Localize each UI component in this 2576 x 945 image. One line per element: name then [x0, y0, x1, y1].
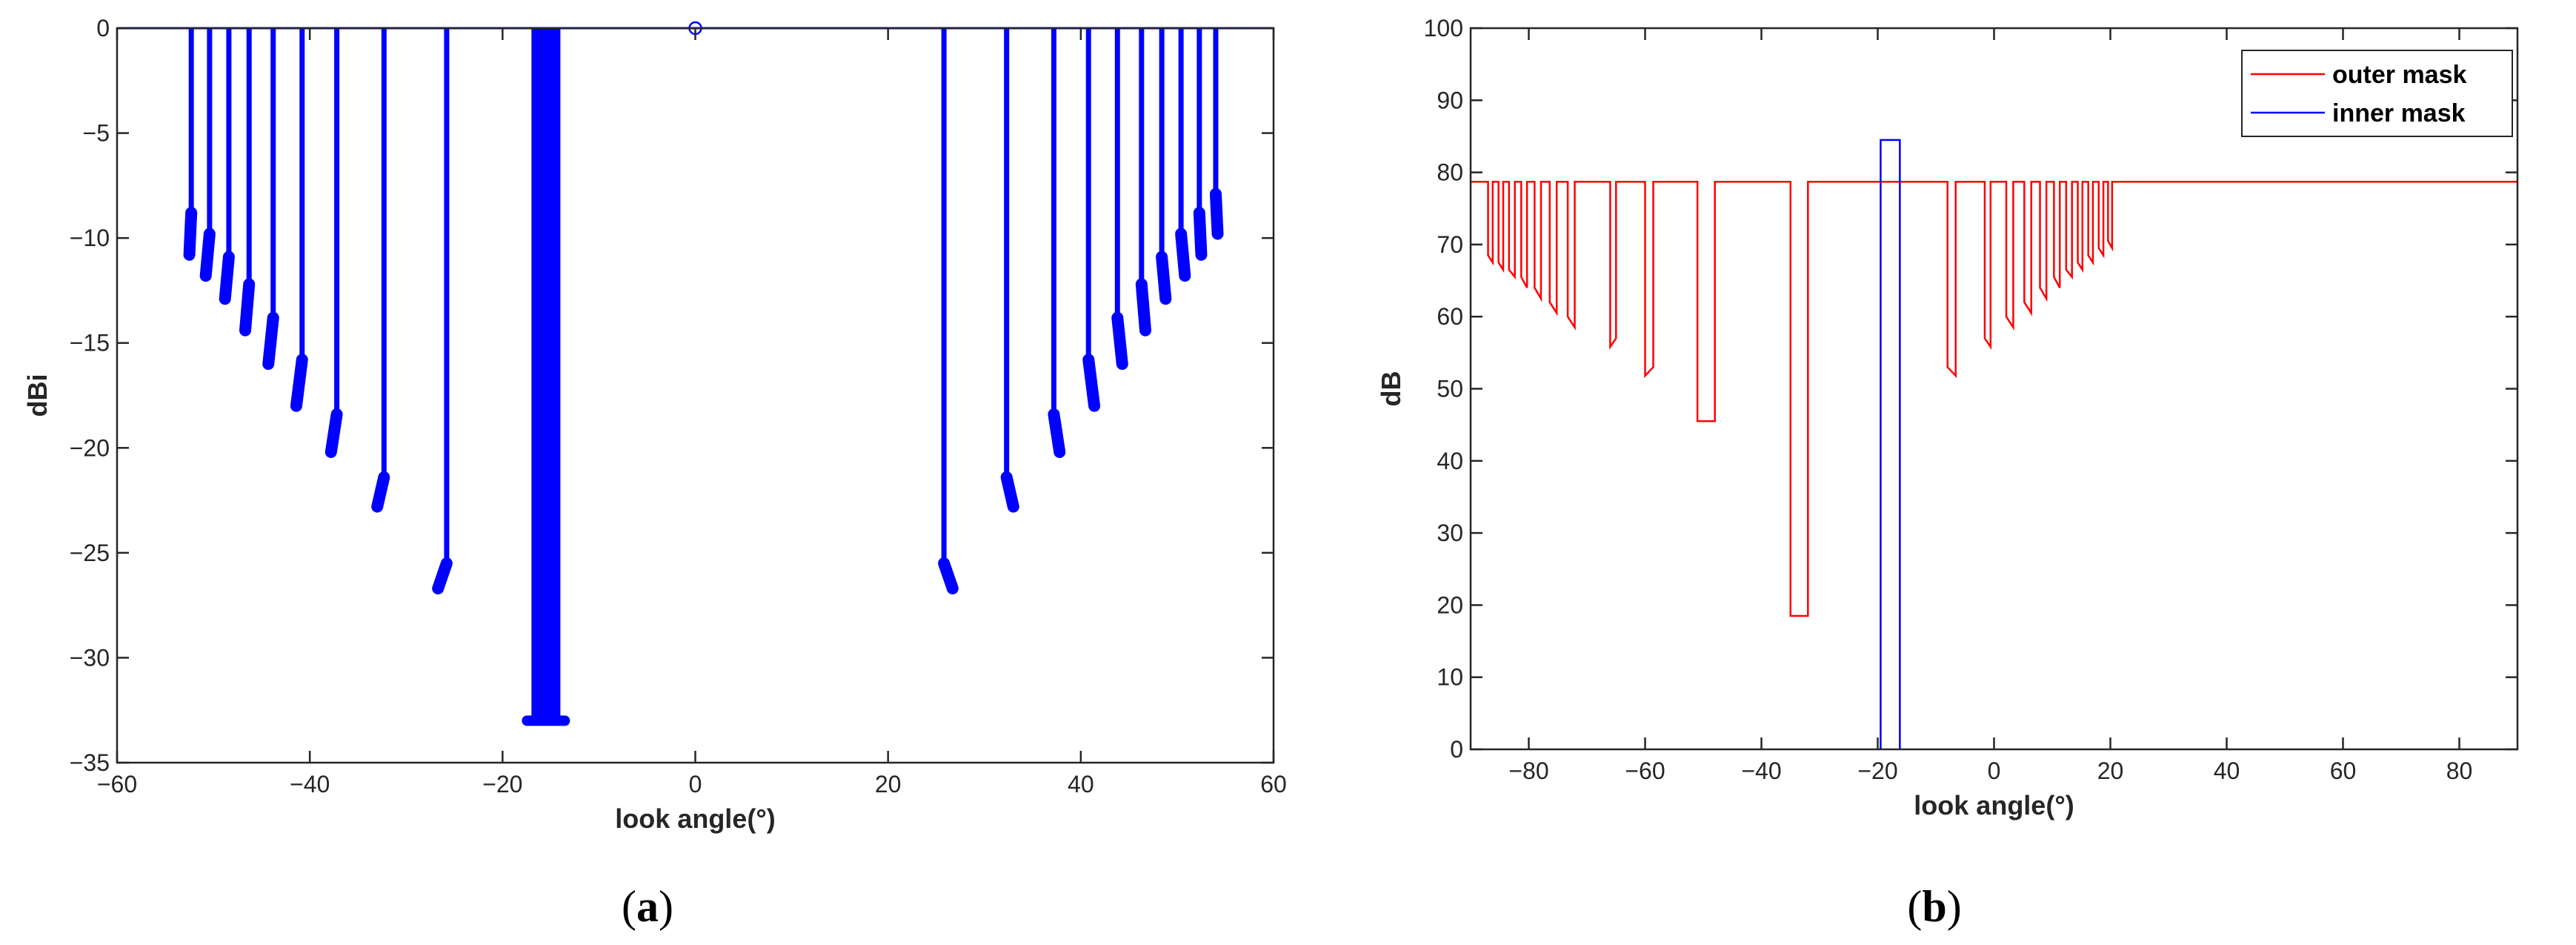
sidelobe-tail	[1209, 188, 1224, 240]
y-tick-label: 0	[1450, 736, 1463, 763]
y-axis-label: dB	[1376, 371, 1406, 407]
y-tick-label: −25	[70, 540, 110, 566]
x-tick-label: −20	[482, 771, 522, 798]
sidelobe-tail	[239, 278, 256, 336]
x-tick-label: 20	[2097, 757, 2124, 784]
sidelobe-tail	[1000, 471, 1019, 513]
y-tick-label: −30	[70, 644, 110, 671]
chart-b: −80 −60 −40 −20 0 20 40 60 80 0 10 20 30 40 50 60 70 80 90…	[1376, 15, 2519, 820]
caption-a: (a)	[622, 882, 673, 931]
y-tick-label: 50	[1437, 376, 1463, 402]
y-tick-label: 40	[1437, 448, 1463, 474]
y-tick-label: −5	[83, 120, 110, 147]
x-tick-label: 40	[1068, 771, 1094, 798]
sidelobe-tail	[199, 228, 216, 282]
x-tick-label: −40	[290, 771, 330, 798]
y-tick-label: 70	[1437, 231, 1463, 258]
x-tick-label: 80	[2446, 757, 2473, 784]
x-tick-label: −60	[1625, 757, 1665, 784]
x-tick-label: 0	[1988, 757, 2001, 784]
legend: outer mask inner mask	[2241, 50, 2513, 137]
sidelobe-tail	[219, 251, 235, 305]
x-tick-label: −20	[1857, 757, 1897, 784]
x-tick-label: 60	[2330, 757, 2357, 784]
y-tick-label: 60	[1437, 303, 1463, 330]
y-tick-label: 30	[1437, 520, 1463, 546]
outer-mask-line	[1471, 180, 2517, 617]
sidelobe-tail	[262, 311, 279, 371]
sidelobe-tail	[290, 354, 308, 412]
sidelobe-tail	[1048, 408, 1066, 458]
x-tick-label: 20	[875, 771, 902, 798]
sidelobe-tail	[432, 557, 453, 594]
caption-b: (b)	[1907, 882, 1961, 931]
x-tick-label: 0	[689, 771, 702, 798]
caption-a-letter: a	[636, 882, 659, 931]
sidelobe-tail	[938, 557, 959, 594]
legend-label-0: outer mask	[2332, 61, 2466, 89]
y-tick-label: 10	[1437, 664, 1463, 691]
caption-b-letter: b	[1922, 882, 1946, 931]
x-tick-label: −40	[1741, 757, 1781, 784]
y-tick-label: 0	[96, 15, 110, 42]
inner-mask-line	[1880, 139, 1901, 749]
sidelobe-tail	[1175, 228, 1191, 282]
sidelobe-tail	[325, 408, 343, 458]
x-axis-label: look angle(°)	[615, 803, 775, 834]
sidelobe-tail	[1082, 354, 1101, 412]
sidelobe-tail	[1156, 251, 1172, 305]
sidelobe-tail	[371, 471, 390, 513]
main-lobe-block	[531, 28, 561, 721]
sidelobe-tail	[183, 207, 198, 261]
x-tick-label: 60	[1260, 771, 1287, 798]
sidelobe-tail	[1111, 311, 1128, 371]
y-tick-label: 90	[1437, 87, 1463, 113]
x-tick-label: −80	[1508, 757, 1548, 784]
y-tick-label: 80	[1437, 159, 1463, 186]
chart-a: −60 −40 −20 0 20 40 60 0 −5 −10 −15 −20 −25 −30 −35 loo…	[22, 15, 1287, 834]
y-tick-label: −20	[70, 434, 110, 461]
y-axis-label: dBi	[22, 374, 53, 417]
legend-box	[2241, 50, 2513, 137]
y-tick-label: −35	[70, 749, 110, 776]
x-axis-label: look angle(°)	[1914, 790, 2074, 820]
legend-label-1: inner mask	[2332, 99, 2466, 127]
y-tick-label: 100	[1424, 15, 1463, 42]
sidelobe-tail	[1193, 207, 1208, 261]
x-tick-label: −60	[97, 771, 137, 798]
sidelobe-tail	[1135, 278, 1151, 336]
y-tick-label: 20	[1437, 591, 1463, 618]
y-tick-label: −15	[70, 330, 110, 357]
y-tick-label: −10	[70, 225, 110, 251]
x-tick-label: 40	[2214, 757, 2240, 784]
